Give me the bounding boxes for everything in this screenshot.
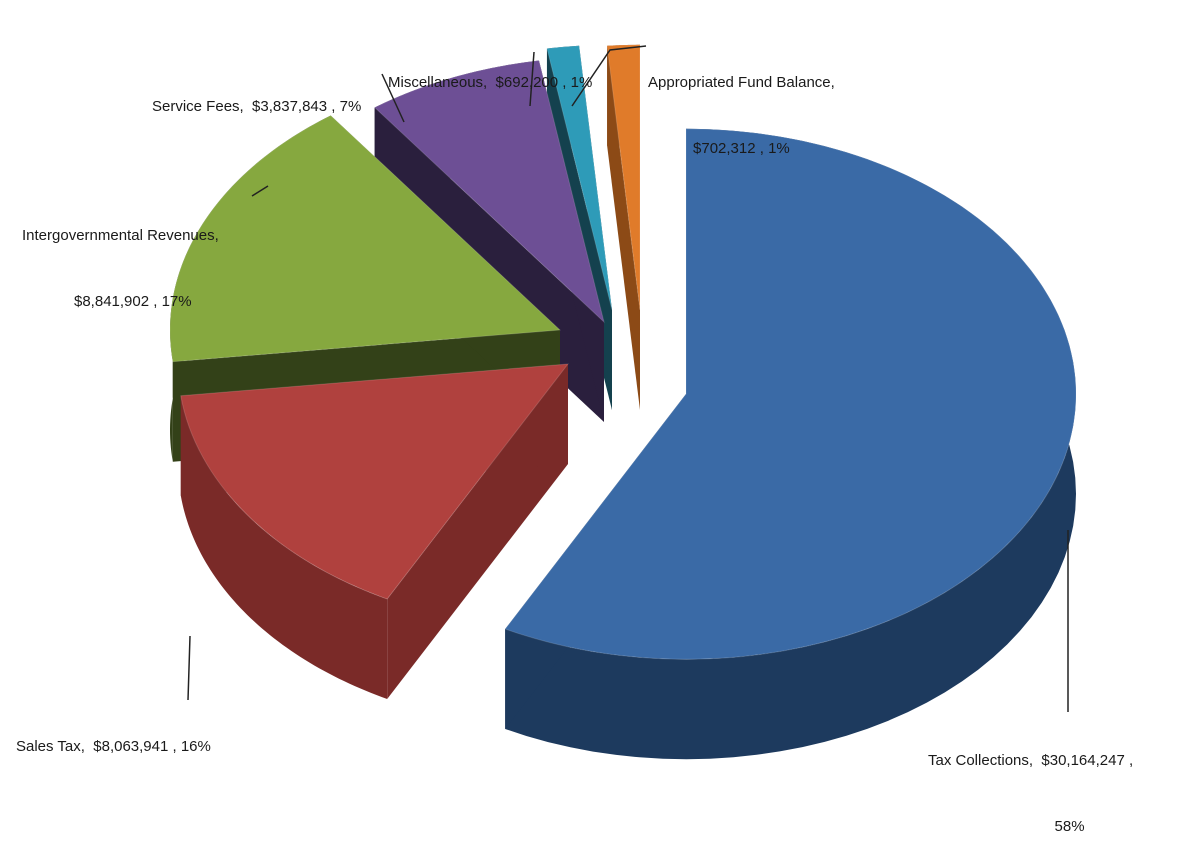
label-service-fees-line1: Service Fees, $3,837,843 , 7% <box>152 98 362 115</box>
label-sales-tax: Sales Tax, $8,063,941 , 16% <box>16 692 211 780</box>
label-appropriated-line1: Appropriated Fund Balance, <box>648 74 835 91</box>
label-miscellaneous-line1: Miscellaneous, $692,200 , 1% <box>388 74 593 91</box>
label-miscellaneous: Miscellaneous, $692,200 , 1% <box>388 28 592 116</box>
slice-cut-face <box>607 45 640 411</box>
slice-tax-collections <box>504 128 1077 760</box>
slice-side <box>180 395 388 699</box>
leader-line-2 <box>187 635 191 701</box>
slice-top <box>546 45 613 311</box>
leader-line-6 <box>571 45 647 107</box>
pie-chart <box>169 44 1077 760</box>
slice-appropriated-fund-balance <box>606 44 641 411</box>
slice-sales-tax <box>180 363 570 699</box>
label-intergovernmental: Intergovernmental Revenues, $8,841,902 ,… <box>22 181 219 335</box>
leader-line-3 <box>251 185 269 197</box>
slice-top <box>373 59 605 324</box>
leader-lines <box>187 45 1069 712</box>
label-service-fees: Service Fees, $3,837,843 , 7% <box>152 52 361 140</box>
label-tax-collections-line1: Tax Collections, $30,164,247 , <box>928 752 1134 769</box>
label-appropriated-fund-balance: Appropriated Fund Balance, $702,312 , 1% <box>648 28 835 182</box>
label-intergovernmental-line1: Intergovernmental Revenues, <box>22 227 219 244</box>
pie-slices <box>169 44 1077 760</box>
label-tax-collections-line2: 58% <box>1054 818 1085 835</box>
slice-top <box>504 128 1077 660</box>
leader-line-4 <box>381 73 405 123</box>
label-tax-collections: Tax Collections, $30,164,247 , 58% <box>928 706 1133 860</box>
slice-top <box>180 363 570 600</box>
label-intergovernmental-line2: $8,841,902 , 17% <box>74 293 192 310</box>
leader-line-5 <box>529 51 535 107</box>
slice-top <box>169 114 562 363</box>
label-appropriated-line2: $702,312 , 1% <box>693 140 790 157</box>
slice-top <box>606 44 641 311</box>
label-sales-tax-line1: Sales Tax, $8,063,941 , 16% <box>16 738 211 755</box>
